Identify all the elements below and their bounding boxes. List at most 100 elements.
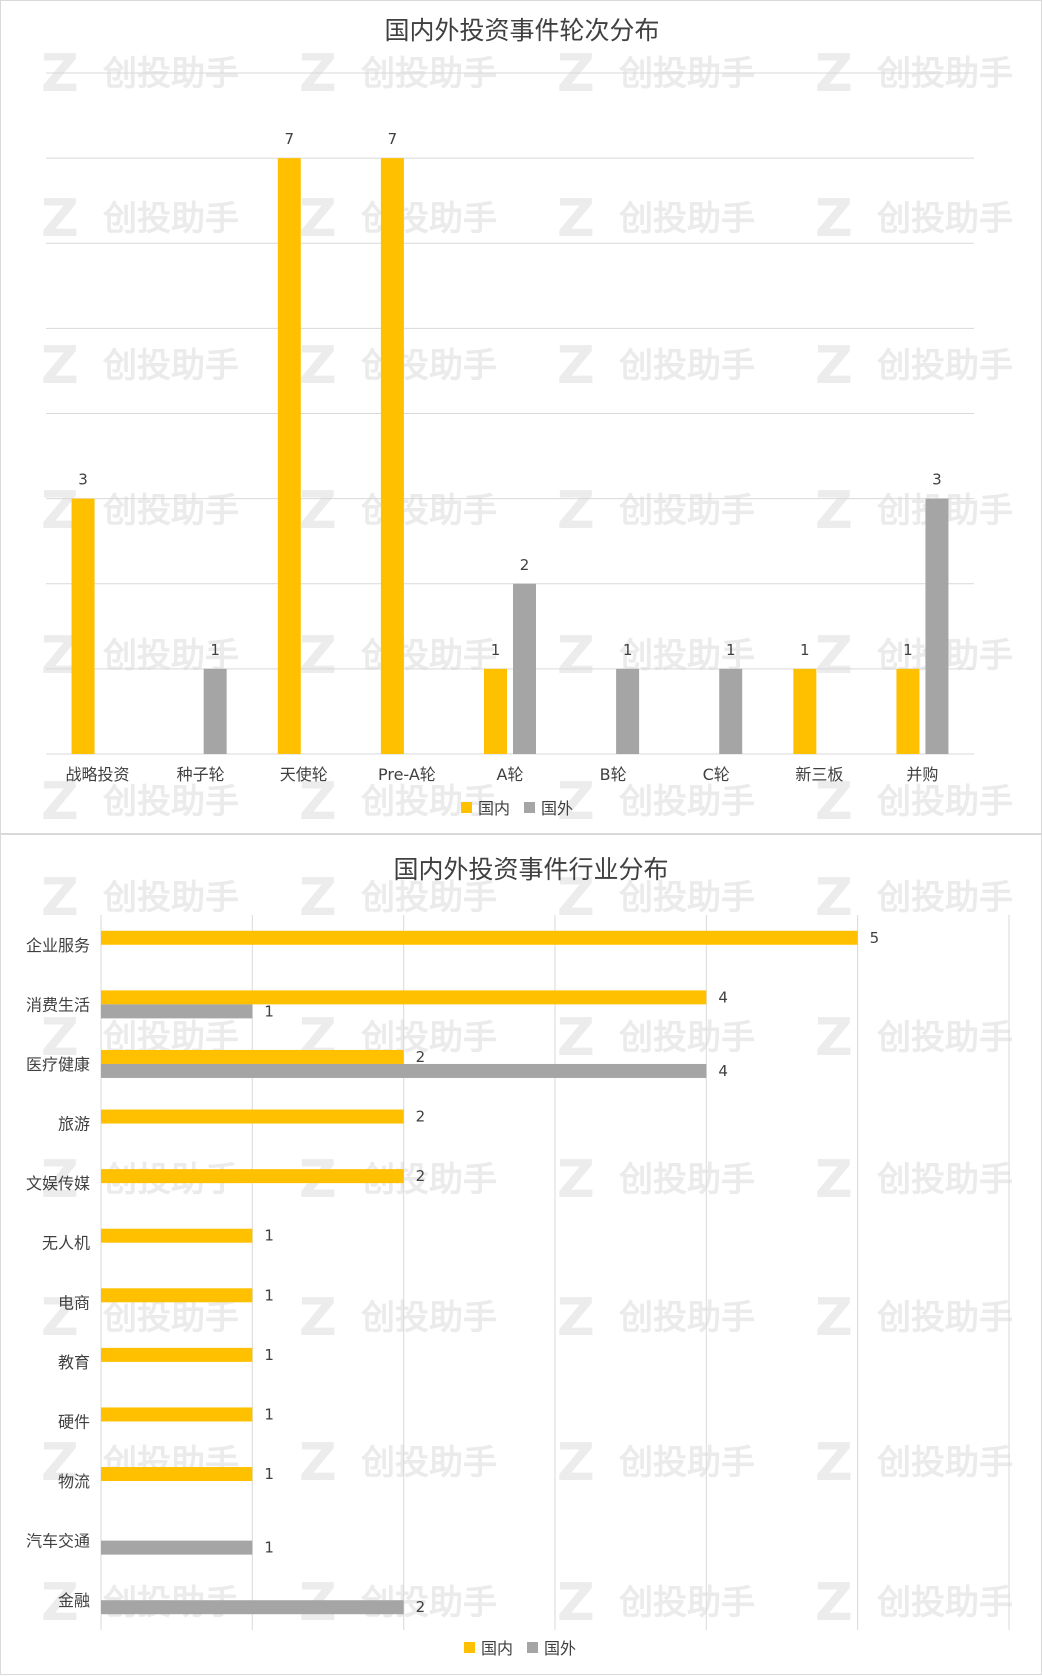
- watermark-text: 创投助手: [360, 1298, 497, 1338]
- industry-distribution-svg: Z 创投助手 Z 创投助手 Z 创投助手 Z 创投助手 Z 创投助手 Z 创投助手 Z 创投助手 Z 创投助手…: [26, 855, 1013, 1658]
- legend-swatch: [461, 802, 472, 813]
- watermark-text: 创投助手: [618, 1443, 755, 1483]
- watermark-logo: Z: [299, 1433, 337, 1493]
- watermark-logo: Z: [557, 868, 595, 928]
- bar-domestic: [101, 1347, 253, 1362]
- watermark-logo: Z: [557, 481, 595, 541]
- round-distribution-chart: Z 创投助手 Z 创投助手 Z 创投助手 Z 创投助手 Z 创投助手 Z 创投助手 Z 创投助手 Z 创投助手…: [0, 0, 1042, 834]
- data-label: 1: [264, 1286, 274, 1304]
- legend-swatch: [464, 1642, 475, 1653]
- watermark-text: 创投助手: [102, 199, 239, 239]
- bar-domestic: [380, 158, 404, 754]
- watermark-text: 创投助手: [876, 1443, 1013, 1483]
- watermark-text: 创投助手: [618, 1160, 755, 1200]
- data-label: 3: [78, 471, 88, 489]
- watermark-text: 创投助手: [360, 878, 497, 918]
- bar-domestic: [71, 498, 95, 754]
- watermark-logo: Z: [815, 1008, 853, 1068]
- data-label: 1: [264, 1465, 274, 1483]
- legend-swatch: [527, 1642, 538, 1653]
- legend-label: 国内: [478, 799, 510, 818]
- watermark-text: 创投助手: [360, 346, 497, 386]
- data-label: 1: [264, 1227, 274, 1245]
- data-label: 4: [718, 988, 728, 1006]
- watermark-logo: Z: [815, 1288, 853, 1348]
- data-label: 1: [903, 641, 913, 659]
- category-label: C轮: [703, 765, 730, 784]
- watermark-logo: Z: [41, 1433, 79, 1493]
- bar-domestic: [101, 1288, 253, 1303]
- watermark-text: 创投助手: [876, 54, 1013, 94]
- watermark-text: 创投助手: [618, 199, 755, 239]
- watermark-text: 创投助手: [102, 1298, 239, 1338]
- category-label: 种子轮: [177, 765, 225, 784]
- data-label: 2: [416, 1598, 426, 1616]
- data-labels: 3 1 7 7 1 2 1 1 1 1 3: [78, 130, 941, 659]
- bar-domestic: [101, 1049, 404, 1064]
- category-label: 汽车交通: [26, 1532, 90, 1551]
- watermark-text: 创投助手: [360, 491, 497, 531]
- data-label: 7: [388, 130, 398, 148]
- category-label: 新三板: [795, 765, 843, 784]
- category-ticks: 战略投资 种子轮 天使轮 Pre-A轮 A轮 B轮 C轮 新三板 并购: [66, 765, 939, 784]
- watermark-text: 创投助手: [618, 782, 755, 822]
- bar-foreign: [203, 668, 227, 754]
- gridlines: [100, 915, 1010, 1630]
- bar-foreign: [101, 1540, 253, 1555]
- legend-swatch: [524, 802, 535, 813]
- bars: [71, 158, 949, 754]
- watermark-logo: Z: [557, 1288, 595, 1348]
- category-label: 金融: [58, 1591, 90, 1610]
- chart-title: 国内外投资事件轮次分布: [384, 16, 659, 45]
- watermark-logo: Z: [815, 481, 853, 541]
- data-label: 2: [520, 556, 530, 574]
- watermark-text: 创投助手: [360, 782, 497, 822]
- watermark-text: 创投助手: [360, 199, 497, 239]
- watermark-logo: Z: [299, 868, 337, 928]
- watermark-text: 创投助手: [876, 1298, 1013, 1338]
- watermark-logo: Z: [815, 1433, 853, 1493]
- watermark-logo: Z: [815, 868, 853, 928]
- watermark-logo: Z: [815, 772, 853, 832]
- watermark-text: 创投助手: [876, 1160, 1013, 1200]
- watermark-text: 创投助手: [876, 199, 1013, 239]
- legend-label: 国外: [541, 799, 573, 818]
- watermark-logo: Z: [299, 1288, 337, 1348]
- data-label: 5: [870, 929, 880, 947]
- data-label: 2: [416, 1167, 426, 1185]
- bar-foreign: [719, 668, 743, 754]
- watermark-logo: Z: [557, 189, 595, 249]
- data-label: 1: [726, 641, 736, 659]
- watermark-text: 创投助手: [360, 54, 497, 94]
- bar-domestic: [484, 668, 507, 754]
- legend-label: 国内: [481, 1639, 513, 1658]
- watermark-logo: Z: [299, 44, 337, 104]
- chart-title: 国内外投资事件行业分布: [393, 855, 668, 884]
- watermark-logo: Z: [299, 481, 337, 541]
- watermark-logo: Z: [557, 772, 595, 832]
- category-label: 电商: [58, 1293, 90, 1312]
- watermark-logo: Z: [299, 336, 337, 396]
- bar-domestic: [277, 158, 301, 754]
- category-label: 战略投资: [66, 765, 130, 784]
- category-label: 旅游: [58, 1115, 90, 1134]
- category-label: Pre-A轮: [378, 765, 436, 784]
- bar-domestic: [101, 1109, 404, 1124]
- watermark-logo: Z: [557, 1008, 595, 1068]
- watermark-text: 创投助手: [102, 878, 239, 918]
- watermark-text: 创投助手: [360, 1443, 497, 1483]
- watermark-logo: Z: [41, 1150, 79, 1210]
- category-label: 文娱传媒: [26, 1174, 90, 1193]
- data-label: 1: [264, 1346, 274, 1364]
- data-label: 1: [264, 1002, 274, 1020]
- category-label: 物流: [58, 1472, 90, 1491]
- watermark-text: 创投助手: [876, 878, 1013, 918]
- watermark-logo: Z: [557, 44, 595, 104]
- category-label: B轮: [600, 765, 627, 784]
- data-label: 1: [210, 641, 220, 659]
- watermark-text: 创投助手: [102, 54, 239, 94]
- category-label: A轮: [497, 765, 524, 784]
- legend: 国内 国外: [461, 799, 573, 818]
- watermark-layer: Z 创投助手 Z 创投助手 Z 创投助手 Z 创投助手 Z 创投助手 Z 创投助手 Z 创投助手 Z 创投助手…: [41, 868, 1013, 1633]
- watermark-logo: Z: [815, 1573, 853, 1633]
